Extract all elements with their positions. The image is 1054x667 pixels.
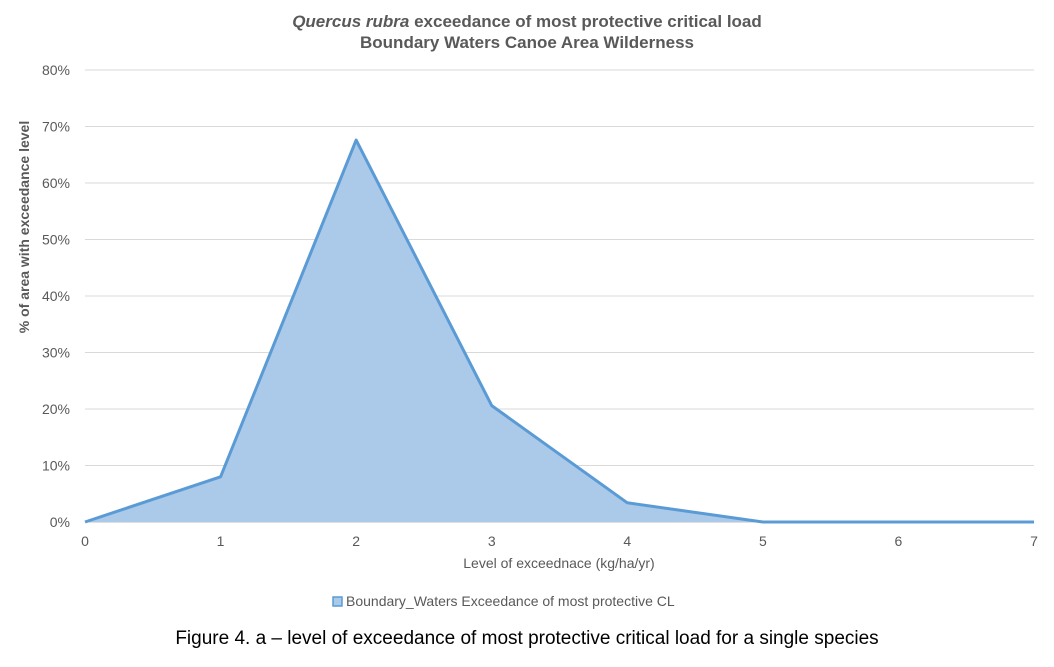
series-area-fill [85,140,1034,522]
y-tick-label: 50% [42,232,70,248]
x-axis-label: Level of exceednace (kg/ha/yr) [463,555,654,571]
y-tick-labels: 0% 10% 20% 30% 40% 50% 60% 70% 80% [42,62,70,530]
y-tick-label: 20% [42,401,70,417]
y-axis-label: % of area with exceedance level [16,121,32,333]
x-tick-label: 6 [895,533,903,549]
chart-subtitle: Boundary Waters Canoe Area Wilderness [360,33,694,52]
chart-title-italic: Quercus rubra [292,12,409,31]
x-tick-label: 1 [217,533,225,549]
y-tick-label: 10% [42,458,70,474]
series-line [84,138,1034,524]
x-tick-labels: 0 1 2 3 4 5 6 7 [81,533,1038,549]
legend-entry: Boundary_Waters Exceedance of most prote… [346,593,675,609]
chart-title: Quercus rubra exceedance of most protect… [292,12,762,31]
figure-caption: Figure 4. a – level of exceedance of mos… [175,628,879,649]
y-tick-label: 80% [42,62,70,78]
x-tick-label: 7 [1030,533,1038,549]
x-tick-label: 2 [352,533,360,549]
x-tick-label: 0 [81,533,89,549]
x-tick-label: 5 [759,533,767,549]
y-tick-label: 30% [42,345,70,361]
y-tick-label: 70% [42,119,70,135]
y-tick-label: 0% [50,514,70,530]
x-tick-label: 4 [623,533,631,549]
y-tick-label: 40% [42,288,70,304]
y-tick-label: 60% [42,175,70,191]
exceedance-area-chart: Quercus rubra exceedance of most protect… [16,12,1038,609]
legend: Boundary_Waters Exceedance of most prote… [332,593,675,609]
x-tick-label: 3 [488,533,496,549]
chart-title-rest: exceedance of most protective critical l… [409,12,761,31]
legend-swatch [332,596,343,607]
